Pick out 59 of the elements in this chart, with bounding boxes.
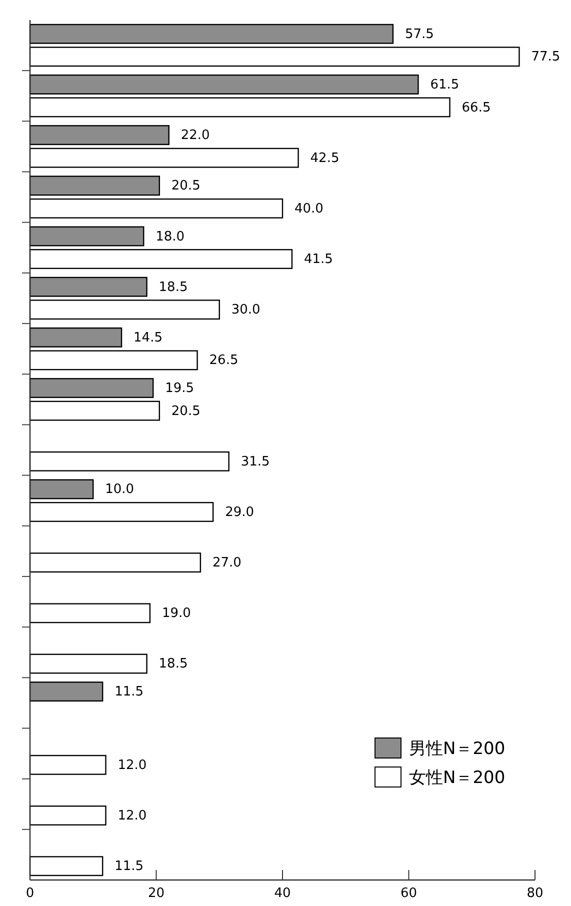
data-label: 57.5 [404,26,434,42]
legend-label: 女性N＝200 [409,768,506,788]
bar [29,327,122,348]
x-tick-label: 60 [400,886,418,901]
data-label: 12.0 [118,808,147,824]
bar [29,300,220,320]
bar [29,754,106,775]
bar [29,97,450,118]
data-label: 19.5 [165,381,194,396]
bar [29,552,202,573]
bar [29,806,106,826]
bar [29,24,394,44]
data-label: 27.0 [212,556,242,571]
data-label: 18.0 [156,229,185,244]
data-label: 10.0 [105,482,134,498]
bar [29,226,144,246]
bar [29,378,154,398]
bar [29,74,419,94]
bar [29,451,230,472]
bar [29,125,170,146]
data-label: 22.0 [180,128,210,144]
bar [29,502,214,522]
data-label: 11.5 [114,859,144,874]
bar [29,603,151,624]
data-label: 20.5 [171,178,200,194]
bar [29,249,293,270]
data-label: 40.0 [294,201,324,216]
bar [29,654,148,674]
data-label: 12.0 [118,758,147,773]
data-label: 30.0 [231,302,260,318]
data-label: 26.5 [209,353,238,368]
data-label: 77.5 [531,50,560,65]
data-label: 42.5 [310,150,340,166]
x-tick-label: 20 [148,886,165,901]
bar [29,148,299,168]
bar [29,682,104,702]
data-label: 41.5 [304,252,333,268]
data-label: 11.5 [114,684,144,700]
data-label: 61.5 [430,78,460,92]
bar [29,276,148,297]
data-label: 14.5 [134,330,162,346]
data-label: 18.5 [158,280,188,295]
bar [29,400,160,421]
bar [29,479,94,500]
bar [29,46,520,67]
bar [29,198,284,218]
x-tick-label: 0 [26,886,34,901]
x-tick-label: 40 [274,886,291,901]
x-tick-label: 80 [526,886,544,901]
bar [29,856,104,876]
bar [29,350,198,370]
bar [29,176,160,196]
data-label: 20.5 [171,404,200,419]
data-label: 19.0 [162,606,191,622]
legend-label: 男性N＝200 [409,739,506,759]
data-label: 29.0 [225,504,254,520]
data-label: 66.5 [462,100,491,116]
data-label: 31.5 [240,454,270,470]
data-label: 18.5 [158,656,188,672]
